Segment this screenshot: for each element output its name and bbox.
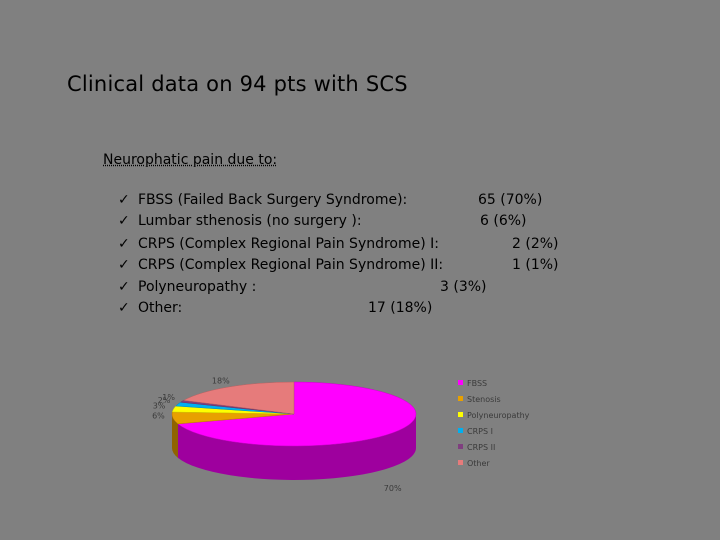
legend-swatch xyxy=(458,412,463,417)
cause-value: 6 (6%) xyxy=(480,213,527,229)
pie-side-fbss xyxy=(177,414,416,480)
legend-swatch xyxy=(458,460,463,465)
check-icon: ✓ xyxy=(118,192,130,208)
check-icon: ✓ xyxy=(118,300,130,316)
pie-side-stenosis xyxy=(172,414,178,458)
cause-value: 3 (3%) xyxy=(440,279,487,295)
legend-entry: FBSS xyxy=(467,379,487,388)
pie-data-label: 1% xyxy=(162,393,175,402)
pie-data-label: 2% xyxy=(158,396,171,405)
cause-label: Other: xyxy=(138,300,183,316)
legend-entry: Other xyxy=(467,459,490,468)
legend-entry: Polyneuropathy xyxy=(467,411,530,420)
cause-label: CRPS (Complex Regional Pain Syndrome) II… xyxy=(138,257,444,273)
subtitle: Neurophatic pain due to: xyxy=(103,152,278,168)
cause-label: Lumbar sthenosis (no surgery ): xyxy=(138,213,362,229)
legend-swatch xyxy=(458,380,463,385)
slide-title: Clinical data on 94 pts with SCS xyxy=(67,72,408,96)
check-icon: ✓ xyxy=(118,236,130,252)
cause-value: 65 (70%) xyxy=(478,192,543,208)
check-icon: ✓ xyxy=(118,213,130,229)
pie-data-label: 6% xyxy=(152,411,165,420)
legend-swatch xyxy=(458,444,463,449)
cause-value: 17 (18%) xyxy=(368,300,433,316)
check-icon: ✓ xyxy=(118,257,130,273)
cause-label: FBSS (Failed Back Surgery Syndrome): xyxy=(138,192,408,208)
cause-label: Polyneuropathy : xyxy=(138,279,257,295)
legend-entry: CRPS II xyxy=(467,443,495,452)
pie-data-label: 18% xyxy=(212,377,230,386)
cause-value: 2 (2%) xyxy=(512,236,559,252)
legend-swatch xyxy=(458,396,463,401)
check-icon: ✓ xyxy=(118,279,130,295)
legend-entry: Stenosis xyxy=(467,395,501,404)
pie-data-label: 3% xyxy=(153,401,166,410)
pie-slice-fbss xyxy=(177,381,417,447)
cause-value: 1 (1%) xyxy=(512,257,559,273)
pie-slice-other xyxy=(182,381,295,415)
legend-swatch xyxy=(458,428,463,433)
cause-label: CRPS (Complex Regional Pain Syndrome) I: xyxy=(138,236,440,252)
pie-data-label: 70% xyxy=(384,484,402,493)
legend-entry: CRPS I xyxy=(467,427,493,436)
